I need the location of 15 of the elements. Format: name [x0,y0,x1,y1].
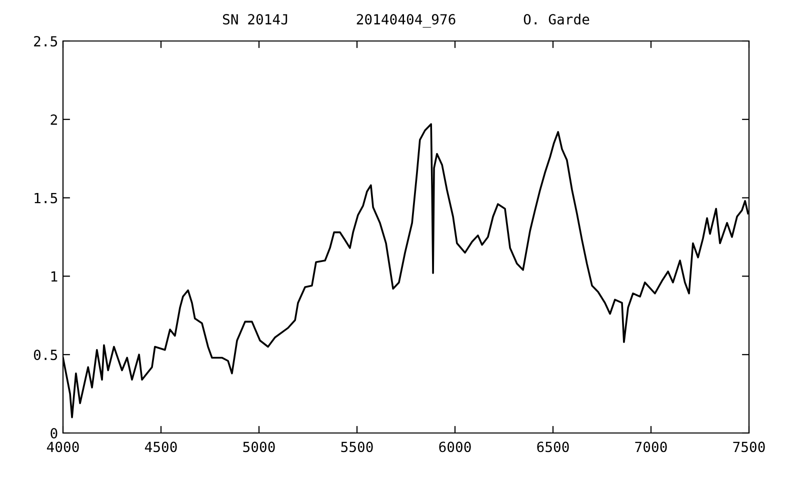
y-tick-label: 0.5 [34,350,58,360]
x-tick-label: 4500 [144,442,177,452]
x-tick-label: 7500 [733,442,765,452]
y-tick-label: 1.5 [34,192,58,204]
x-tick-label: 5000 [243,442,275,452]
y-tick-label: 0 [50,428,58,439]
x-tick-label: 6500 [537,442,569,452]
x-tick-label: 7000 [635,442,667,452]
y-tick-label: 2 [50,114,57,125]
x-tick-label: 6000 [439,442,471,452]
y-tick-label: 2.5 [34,36,58,47]
chart-title: SN 2014J 20140404_976 O. Garde [222,14,590,28]
y-tick-label: 1 [51,271,58,282]
x-tick-label: 4000 [46,442,79,452]
x-tick-label: 5500 [341,442,373,452]
